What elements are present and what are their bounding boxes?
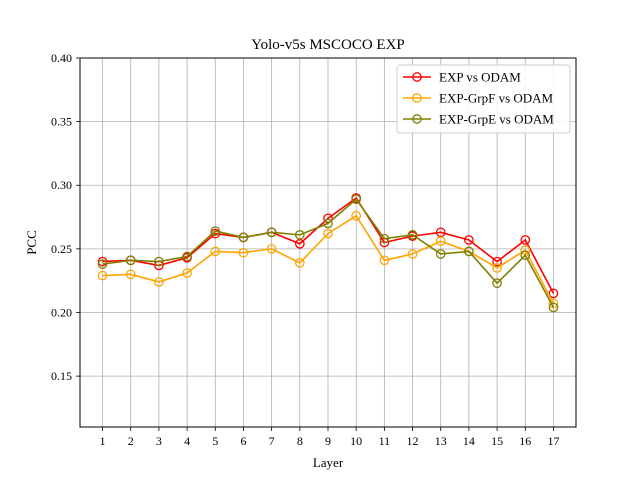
x-tick-label: 15: [491, 434, 503, 448]
legend-box: [396, 64, 571, 134]
data-point: [548, 288, 559, 299]
data-point: [323, 228, 333, 239]
axis-ticks: 1 2 3 4 5 6 7 8 9 10 11 12 13 14 15 16 170.150.200.250.3…: [51, 51, 559, 448]
data-point: [492, 278, 502, 289]
y-tick-label: 0.25: [51, 242, 72, 256]
data-point: [182, 268, 192, 278]
x-axis-label: Layer: [313, 455, 344, 470]
series-3: [97, 194, 559, 313]
legend-marker: [412, 114, 422, 124]
data-point: [351, 194, 362, 205]
series-line: [102, 198, 555, 308]
data-point: [210, 228, 221, 239]
data-point: [548, 298, 559, 309]
x-tick-label: 2: [128, 434, 134, 448]
legend: EXP vs ODAM EXP-GrpF vs ODAM EXP-GrpE vs O…: [396, 64, 571, 134]
x-tick-label: 10: [350, 434, 362, 448]
data-point: [266, 244, 277, 254]
data-point: [464, 246, 474, 257]
data-point: [407, 249, 418, 259]
data-point: [520, 235, 531, 245]
data-point: [435, 249, 446, 259]
legend-label: EXP-GrpE vs ODAM: [439, 112, 554, 127]
legend-label: EXP-GrpF vs ODAM: [439, 91, 554, 106]
data-point: [125, 269, 136, 280]
legend-entry: EXP-GrpE vs ODAM: [403, 112, 554, 127]
x-tick-label: 3: [156, 434, 162, 448]
data-point: [379, 233, 390, 244]
series-layer: [97, 193, 559, 313]
data-point: [125, 255, 136, 266]
series-line: [102, 214, 555, 304]
legend-marker: [412, 93, 422, 103]
data-point: [210, 226, 221, 236]
data-point: [210, 246, 221, 257]
data-point: [154, 277, 164, 287]
x-tick-label: 4: [184, 434, 190, 448]
legend-entry: EXP vs ODAM: [403, 70, 521, 85]
series-line: [102, 196, 555, 294]
x-tick-label: 11: [379, 434, 391, 448]
x-tick-label: 9: [325, 434, 331, 448]
legend-label: EXP vs ODAM: [439, 70, 521, 85]
y-tick-label: 0.30: [51, 178, 72, 192]
x-tick-label: 8: [297, 434, 303, 448]
x-tick-label: 17: [547, 434, 559, 448]
data-point: [238, 232, 249, 243]
data-point: [97, 270, 108, 281]
y-tick-label: 0.15: [51, 369, 72, 383]
legend-entry: EXP-GrpF vs ODAM: [403, 91, 554, 106]
x-tick-label: 7: [269, 434, 275, 448]
data-point: [154, 256, 164, 267]
data-point: [323, 218, 333, 229]
data-point: [182, 251, 192, 262]
data-point: [492, 256, 502, 267]
series-2: [97, 210, 559, 309]
chart-title: Yolo-v5s MSCOCO EXP: [251, 37, 405, 53]
y-tick-label: 0.20: [51, 305, 72, 319]
x-tick-label: 16: [519, 434, 531, 448]
x-tick-label: 14: [463, 434, 475, 448]
y-axis-label: PCC: [24, 230, 39, 255]
data-point: [492, 263, 502, 273]
x-tick-label: 12: [407, 434, 419, 448]
y-tick-label: 0.40: [51, 51, 72, 65]
data-point: [407, 230, 418, 240]
x-tick-label: 1: [100, 434, 106, 448]
data-point: [379, 255, 390, 266]
data-point: [97, 256, 108, 267]
data-point: [97, 259, 108, 269]
data-point: [294, 230, 305, 240]
legend-marker: [412, 72, 422, 82]
data-point: [435, 236, 446, 247]
data-point: [238, 247, 249, 258]
y-tick-label: 0.35: [51, 115, 72, 129]
x-tick-label: 13: [435, 434, 447, 448]
data-point: [266, 227, 277, 238]
data-point: [294, 258, 305, 268]
data-point: [464, 235, 474, 245]
data-point: [520, 250, 531, 261]
data-point: [548, 302, 559, 313]
x-tick-label: 5: [212, 434, 218, 448]
data-point: [351, 210, 362, 221]
x-tick-label: 6: [240, 434, 246, 448]
